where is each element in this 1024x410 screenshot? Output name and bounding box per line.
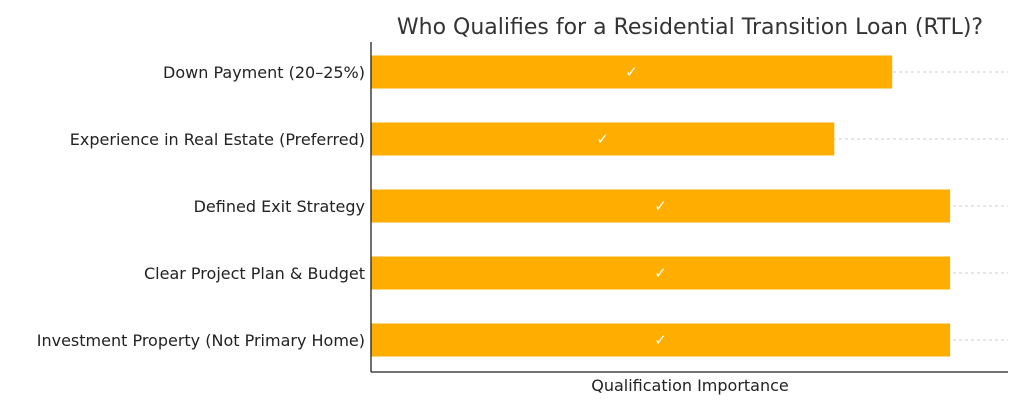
bars — [371, 55, 951, 357]
category-label: Defined Exit Strategy — [194, 197, 365, 216]
bar-check-label: ✓ — [654, 264, 667, 282]
bar — [371, 55, 893, 89]
bar-labels: ✓ ✓ ✓ ✓ ✓ — [596, 63, 666, 349]
bar — [371, 122, 835, 156]
chart-title: Who Qualifies for a Residential Transiti… — [397, 15, 983, 40]
bar — [371, 256, 951, 290]
category-label: Experience in Real Estate (Preferred) — [70, 130, 365, 149]
category-label: Down Payment (20–25%) — [163, 63, 365, 82]
category-label: Investment Property (Not Primary Home) — [37, 331, 365, 350]
bar-check-label: ✓ — [654, 331, 667, 349]
bar — [371, 323, 951, 357]
category-label: Clear Project Plan & Budget — [144, 264, 365, 283]
bar-check-label: ✓ — [625, 63, 638, 81]
bar-check-label: ✓ — [654, 197, 667, 215]
x-axis-label: Qualification Importance — [591, 376, 789, 395]
category-labels: Down Payment (20–25%) Experience in Real … — [37, 63, 365, 350]
bar — [371, 189, 951, 223]
bar-check-label: ✓ — [596, 130, 609, 148]
